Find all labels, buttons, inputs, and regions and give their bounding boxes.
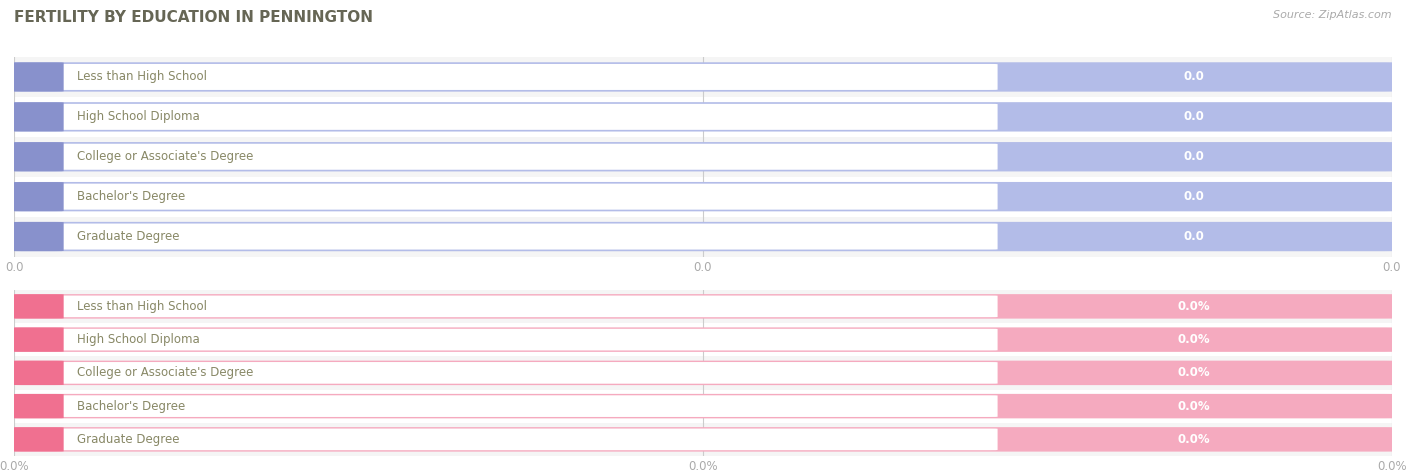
Text: Source: ZipAtlas.com: Source: ZipAtlas.com — [1274, 10, 1392, 19]
Text: Less than High School: Less than High School — [77, 300, 208, 313]
FancyBboxPatch shape — [55, 428, 998, 450]
Text: 0.0%: 0.0% — [1178, 399, 1211, 413]
Text: Graduate Degree: Graduate Degree — [77, 230, 180, 243]
Bar — [14, 290, 1392, 323]
FancyBboxPatch shape — [10, 361, 1396, 385]
Text: College or Associate's Degree: College or Associate's Degree — [77, 366, 254, 380]
Text: 0.0%: 0.0% — [1178, 300, 1211, 313]
FancyBboxPatch shape — [55, 395, 998, 417]
FancyBboxPatch shape — [13, 222, 63, 251]
FancyBboxPatch shape — [10, 182, 1396, 211]
Bar — [14, 97, 1392, 137]
FancyBboxPatch shape — [55, 295, 998, 317]
Bar — [14, 217, 1392, 256]
Text: High School Diploma: High School Diploma — [77, 110, 200, 124]
FancyBboxPatch shape — [13, 182, 63, 211]
FancyBboxPatch shape — [13, 394, 63, 418]
FancyBboxPatch shape — [10, 294, 1396, 319]
Text: 0.0%: 0.0% — [1178, 366, 1211, 380]
FancyBboxPatch shape — [13, 142, 63, 171]
FancyBboxPatch shape — [10, 327, 1396, 352]
FancyBboxPatch shape — [13, 427, 63, 452]
Text: High School Diploma: High School Diploma — [77, 333, 200, 346]
Bar — [14, 356, 1392, 390]
Text: Less than High School: Less than High School — [77, 70, 208, 84]
FancyBboxPatch shape — [10, 102, 1396, 132]
Text: Graduate Degree: Graduate Degree — [77, 433, 180, 446]
FancyBboxPatch shape — [10, 394, 1396, 418]
Text: 0.0%: 0.0% — [1178, 333, 1211, 346]
Text: 0.0: 0.0 — [1184, 150, 1205, 163]
Text: College or Associate's Degree: College or Associate's Degree — [77, 150, 254, 163]
Text: 0.0: 0.0 — [1184, 70, 1205, 84]
FancyBboxPatch shape — [55, 362, 998, 384]
Text: Bachelor's Degree: Bachelor's Degree — [77, 190, 186, 203]
FancyBboxPatch shape — [55, 224, 998, 249]
Bar — [14, 57, 1392, 97]
Text: 0.0%: 0.0% — [1178, 433, 1211, 446]
Text: FERTILITY BY EDUCATION IN PENNINGTON: FERTILITY BY EDUCATION IN PENNINGTON — [14, 10, 373, 25]
FancyBboxPatch shape — [55, 144, 998, 170]
FancyBboxPatch shape — [55, 104, 998, 130]
Text: Bachelor's Degree: Bachelor's Degree — [77, 399, 186, 413]
Text: 0.0: 0.0 — [1184, 190, 1205, 203]
Text: 0.0: 0.0 — [1184, 230, 1205, 243]
FancyBboxPatch shape — [55, 329, 998, 351]
FancyBboxPatch shape — [10, 62, 1396, 92]
FancyBboxPatch shape — [10, 222, 1396, 251]
FancyBboxPatch shape — [13, 327, 63, 352]
Bar — [14, 177, 1392, 217]
Bar — [14, 390, 1392, 423]
Bar — [14, 137, 1392, 177]
Text: 0.0: 0.0 — [1184, 110, 1205, 124]
FancyBboxPatch shape — [13, 361, 63, 385]
Bar — [14, 323, 1392, 356]
FancyBboxPatch shape — [55, 64, 998, 90]
FancyBboxPatch shape — [55, 184, 998, 209]
FancyBboxPatch shape — [13, 62, 63, 92]
Bar — [14, 423, 1392, 456]
FancyBboxPatch shape — [10, 142, 1396, 171]
FancyBboxPatch shape — [10, 427, 1396, 452]
FancyBboxPatch shape — [13, 102, 63, 132]
FancyBboxPatch shape — [13, 294, 63, 319]
